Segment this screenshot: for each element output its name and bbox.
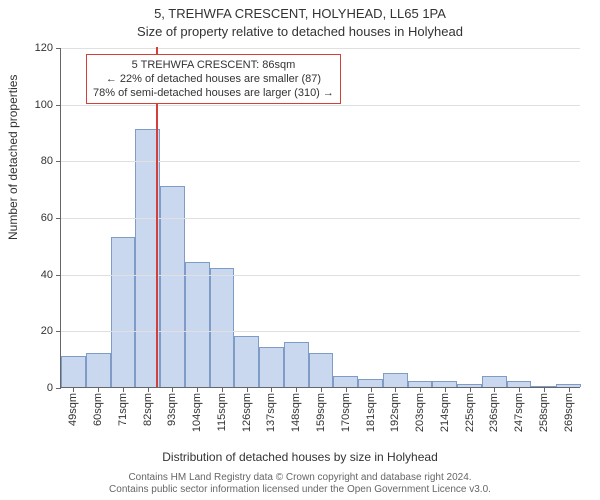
bar — [284, 342, 309, 387]
xtick-mark — [470, 387, 471, 392]
xtick-mark — [371, 387, 372, 392]
xtick-mark — [172, 387, 173, 392]
chart-title: 5, TREHWFA CRESCENT, HOLYHEAD, LL65 1PA — [0, 6, 600, 21]
xtick-label: 159sqm — [315, 393, 327, 432]
xtick-mark — [494, 387, 495, 392]
xtick-mark — [197, 387, 198, 392]
bar — [86, 353, 111, 387]
annotation-line-1: ← 22% of detached houses are smaller (87… — [93, 72, 334, 86]
ytick-mark — [56, 331, 61, 332]
xtick-label: 137sqm — [265, 393, 277, 432]
bar — [259, 347, 284, 387]
bar — [210, 268, 235, 387]
ytick-mark — [56, 275, 61, 276]
gridline — [61, 48, 580, 49]
xtick-label: 181sqm — [365, 393, 377, 432]
gridline — [61, 105, 580, 106]
ytick-mark — [56, 218, 61, 219]
xtick-label: 225sqm — [464, 393, 476, 432]
xtick-mark — [73, 387, 74, 392]
xtick-label: 60sqm — [92, 393, 104, 426]
chart-container: 5, TREHWFA CRESCENT, HOLYHEAD, LL65 1PA … — [0, 0, 600, 500]
xtick-mark — [296, 387, 297, 392]
xtick-label: 247sqm — [513, 393, 525, 432]
xtick-mark — [569, 387, 570, 392]
xtick-label: 170sqm — [340, 393, 352, 432]
ytick-label: 100 — [35, 99, 53, 111]
xtick-label: 49sqm — [67, 393, 79, 426]
xtick-label: 148sqm — [290, 393, 302, 432]
bar — [61, 356, 86, 387]
xtick-label: 93sqm — [166, 393, 178, 426]
xtick-mark — [321, 387, 322, 392]
gridline — [61, 161, 580, 162]
attribution-line-2: Contains public sector information licen… — [0, 484, 600, 496]
xtick-mark — [420, 387, 421, 392]
xtick-label: 236sqm — [488, 393, 500, 432]
xtick-label: 214sqm — [439, 393, 451, 432]
xtick-mark — [395, 387, 396, 392]
y-axis-label: Number of detached properties — [6, 75, 20, 240]
xtick-mark — [148, 387, 149, 392]
annotation-box: 5 TREHWFA CRESCENT: 86sqm← 22% of detach… — [86, 54, 341, 104]
attribution-text: Contains HM Land Registry data © Crown c… — [0, 472, 600, 496]
gridline — [61, 331, 580, 332]
xtick-label: 269sqm — [563, 393, 575, 432]
xtick-mark — [519, 387, 520, 392]
ytick-mark — [56, 388, 61, 389]
xtick-mark — [346, 387, 347, 392]
plot-area: 02040608010012049sqm60sqm71sqm82sqm93sqm… — [60, 48, 580, 388]
xtick-mark — [544, 387, 545, 392]
x-axis-label: Distribution of detached houses by size … — [0, 450, 600, 464]
xtick-label: 192sqm — [389, 393, 401, 432]
bar — [160, 186, 185, 387]
xtick-label: 258sqm — [538, 393, 550, 432]
xtick-mark — [222, 387, 223, 392]
xtick-label: 203sqm — [414, 393, 426, 432]
attribution-line-1: Contains HM Land Registry data © Crown c… — [0, 472, 600, 484]
bar — [185, 262, 210, 387]
xtick-mark — [247, 387, 248, 392]
ytick-label: 120 — [35, 42, 53, 54]
xtick-label: 82sqm — [142, 393, 154, 426]
ytick-mark — [56, 161, 61, 162]
ytick-label: 40 — [41, 269, 53, 281]
bar — [111, 237, 136, 387]
annotation-line-2: 78% of semi-detached houses are larger (… — [93, 86, 334, 100]
ytick-label: 0 — [47, 382, 53, 394]
xtick-mark — [445, 387, 446, 392]
xtick-label: 71sqm — [117, 393, 129, 426]
bar — [383, 373, 408, 387]
xtick-label: 126sqm — [241, 393, 253, 432]
xtick-mark — [271, 387, 272, 392]
bar — [358, 379, 383, 388]
annotation-line-0: 5 TREHWFA CRESCENT: 86sqm — [93, 58, 334, 72]
bar — [234, 336, 259, 387]
bar — [309, 353, 334, 387]
ytick-label: 60 — [41, 212, 53, 224]
xtick-label: 104sqm — [191, 393, 203, 432]
xtick-label: 115sqm — [216, 393, 228, 431]
chart-subtitle: Size of property relative to detached ho… — [0, 24, 600, 39]
ytick-label: 20 — [41, 325, 53, 337]
ytick-label: 80 — [41, 155, 53, 167]
xtick-mark — [98, 387, 99, 392]
gridline — [61, 218, 580, 219]
ytick-mark — [56, 48, 61, 49]
bar — [333, 376, 358, 387]
bar — [482, 376, 507, 387]
ytick-mark — [56, 105, 61, 106]
gridline — [61, 275, 580, 276]
xtick-mark — [123, 387, 124, 392]
